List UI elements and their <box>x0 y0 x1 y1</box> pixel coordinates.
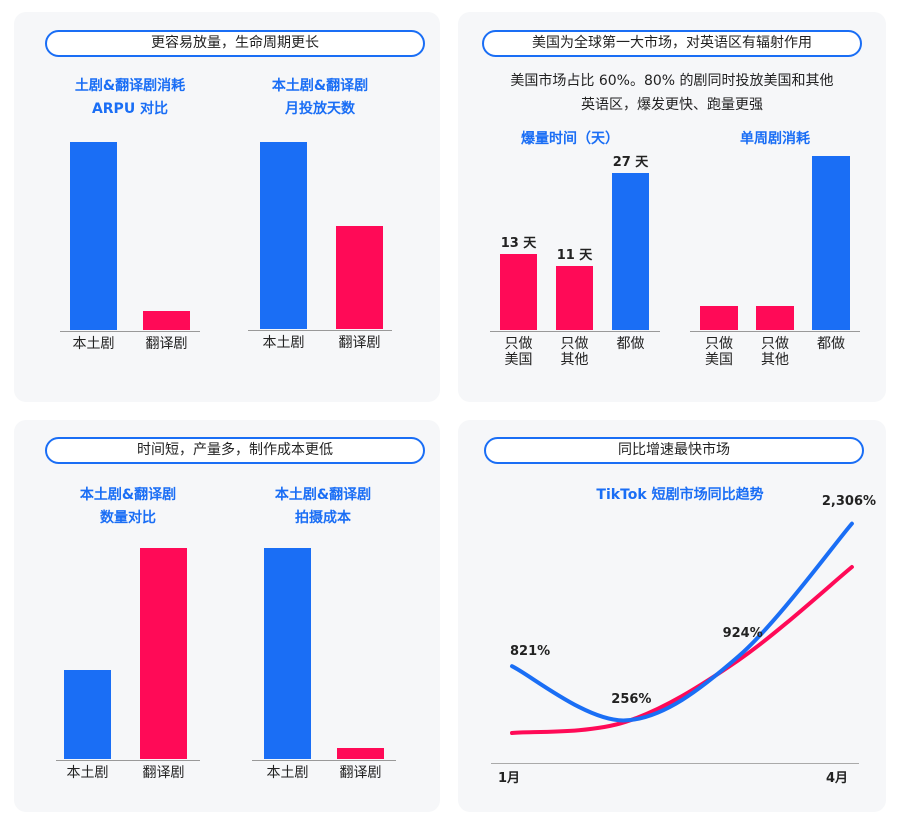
burst-value-label: 27 天 <box>612 155 649 170</box>
count-title-2: 数量对比 <box>100 510 156 526</box>
weekly-bar <box>700 305 738 330</box>
trend-data-label: 924% <box>722 626 763 642</box>
trend-line-red <box>510 565 854 735</box>
trend-line-blue <box>510 521 854 723</box>
trend-data-label: 821% <box>510 644 551 660</box>
weekly-title: 单周剧消耗 <box>740 131 810 147</box>
count-category-label: 翻译剧 <box>142 765 185 781</box>
us-desc-line1: 美国市场占比 60%。80% 的剧同时投放美国和其他 <box>510 73 834 89</box>
weekly-category-label: 只做 其他 <box>761 336 789 368</box>
header-us-market: 美国为全球第一大市场，对英语区有辐射作用 <box>482 30 862 57</box>
header-lifecycle: 更容易放量，生命周期更长 <box>45 30 425 57</box>
days-bar <box>260 142 307 329</box>
header-cost: 时间短，产量多，制作成本更低 <box>45 437 425 464</box>
panel-growth <box>458 420 886 812</box>
trend-x-label-end: 4月 <box>826 771 849 786</box>
arpu-bar <box>143 311 190 330</box>
trend-x-axis <box>491 763 859 764</box>
count-axis <box>56 760 200 761</box>
header-growth: 同比增速最快市场 <box>484 437 864 464</box>
cost-category-label: 本土剧 <box>266 765 309 781</box>
trend-x-label-start: 1月 <box>498 771 521 786</box>
cost-bar <box>264 548 311 759</box>
weekly-bar <box>812 156 850 330</box>
us-desc-line2: 英语区，爆发更快、跑量更强 <box>581 97 763 113</box>
arpu-category-label: 翻译剧 <box>145 336 188 352</box>
cost-title-1: 本土剧&翻译剧 <box>274 487 372 503</box>
weekly-axis <box>690 331 860 332</box>
cost-bar <box>337 748 384 759</box>
burst-bar <box>612 173 649 330</box>
days-category-label: 本土剧 <box>262 335 305 351</box>
weekly-category-label: 都做 <box>817 336 845 352</box>
count-bar <box>140 548 187 759</box>
burst-title: 爆量时间（天） <box>521 131 619 147</box>
burst-axis <box>490 331 660 332</box>
days-category-label: 翻译剧 <box>338 335 381 351</box>
trend-title: TikTok 短剧市场同比趋势 <box>596 487 764 503</box>
days-title-2: 月投放天数 <box>285 101 355 117</box>
days-bar <box>336 226 383 329</box>
burst-category-label: 只做 美国 <box>504 336 533 368</box>
burst-bar <box>500 254 537 330</box>
burst-category-label: 都做 <box>616 336 645 352</box>
days-axis <box>248 330 392 331</box>
burst-bar <box>556 266 593 330</box>
burst-value-label: 13 天 <box>500 236 537 252</box>
days-title-1: 本土剧&翻译剧 <box>271 78 369 94</box>
count-title-1: 本土剧&翻译剧 <box>79 487 177 503</box>
arpu-title-2: ARPU 对比 <box>91 101 169 117</box>
arpu-title-1: 土剧&翻译剧消耗 <box>74 78 186 94</box>
arpu-axis <box>60 331 200 332</box>
count-bar <box>64 670 111 759</box>
burst-value-label: 11 天 <box>556 248 593 264</box>
burst-category-label: 只做 其他 <box>560 336 589 368</box>
arpu-bar <box>70 142 117 330</box>
cost-axis <box>252 760 396 761</box>
cost-title-2: 拍摄成本 <box>295 510 351 526</box>
trend-data-label: 2,306% <box>821 493 877 509</box>
count-category-label: 本土剧 <box>66 765 109 781</box>
weekly-category-label: 只做 美国 <box>705 336 733 368</box>
arpu-category-label: 本土剧 <box>72 336 115 352</box>
weekly-bar <box>756 305 794 330</box>
cost-category-label: 翻译剧 <box>339 765 382 781</box>
trend-data-label: 256% <box>611 692 652 708</box>
